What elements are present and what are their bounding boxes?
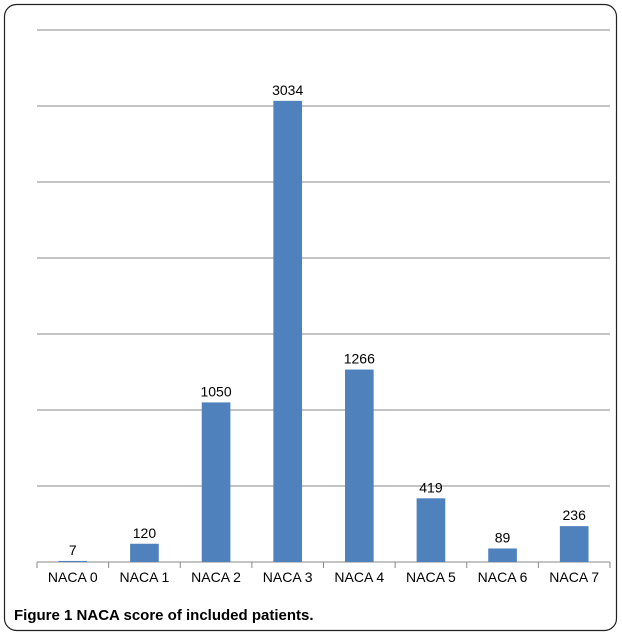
x-tick-label: NACA 3	[263, 569, 313, 585]
figure-label: Figure 1	[14, 607, 72, 624]
bar	[201, 402, 231, 562]
bar	[344, 369, 374, 562]
bar	[488, 548, 517, 562]
data-label: 3034	[272, 82, 303, 98]
data-label: 419	[419, 479, 443, 495]
data-label: 7	[69, 542, 77, 558]
data-label: 236	[563, 507, 587, 523]
x-tick-label: NACA 4	[334, 569, 384, 585]
caption: Figure 1 NACA score of included patients…	[14, 607, 314, 624]
data-label: 1266	[344, 351, 375, 367]
bar	[559, 526, 589, 562]
x-tick-label: NACA 1	[120, 569, 170, 585]
bar	[130, 543, 159, 562]
bar	[416, 498, 446, 562]
x-tick-label: NACA 2	[191, 569, 241, 585]
x-tick-label: NACA 7	[549, 569, 599, 585]
data-label: 1050	[200, 383, 231, 399]
x-tick-label: NACA 6	[478, 569, 528, 585]
data-label: 120	[133, 525, 157, 541]
bar	[273, 100, 303, 562]
x-tick-label: NACA 5	[406, 569, 456, 585]
caption-text: NACA score of included patients.	[77, 607, 314, 624]
frame	[3, 3, 618, 632]
x-tick-label: NACA 0	[48, 569, 98, 585]
data-label: 89	[495, 529, 511, 545]
bar	[58, 560, 88, 562]
